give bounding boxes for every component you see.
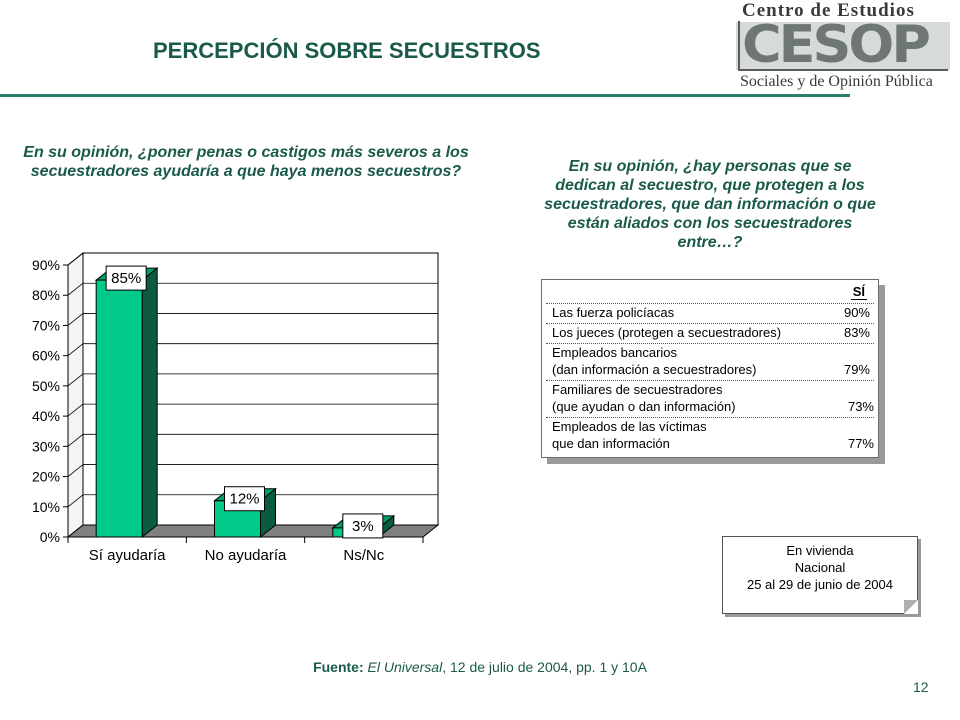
data-label: 3%: [352, 518, 374, 535]
data-label: 85%: [111, 270, 141, 287]
table-row-value: 79%: [843, 362, 870, 377]
table-header-label: SÍ: [850, 284, 867, 300]
right-question: En su opinión, ¿hay personas que se dedi…: [544, 158, 876, 251]
table-row: Empleados de las víctimas que dan inform…: [546, 417, 874, 454]
table-row-value: 90%: [843, 305, 870, 320]
gridline-side: [67, 434, 84, 447]
gridline-side: [67, 252, 84, 266]
y-tick-label: 30%: [32, 438, 60, 454]
left-question: En su opinión, ¿poner penas o castigos m…: [23, 144, 469, 180]
x-tick-label: Ns/Nc: [343, 547, 384, 564]
title-divider: [0, 94, 850, 97]
source-line: Fuente: El Universal, 12 de julio de 200…: [0, 659, 960, 675]
y-tick-label: 20%: [32, 469, 60, 485]
y-tick-label: 10%: [32, 499, 60, 515]
data-label-box: [342, 513, 384, 539]
bar-chart: 0% 10% 20% 30% 40% 50% 60% 70% 80% 90% 85% Sí ayuda…: [32, 251, 440, 564]
source-details: , 12 de julio de 2004, pp. 1 y 10A: [442, 659, 647, 675]
y-tick-label: 90%: [32, 257, 60, 273]
table-row-label: Empleados bancarios (dan información a s…: [552, 345, 757, 377]
survey-note: En vivienda Nacional 25 al 29 de junio d…: [722, 536, 918, 614]
data-label-box: [224, 486, 265, 512]
gridline-side: [67, 464, 84, 477]
note-line-3: 25 al 29 de junio de 2004: [746, 577, 893, 592]
table-row: Familiares de secuestradores (que ayudan…: [546, 380, 874, 417]
table-row-label: Empleados de las víctimas que dan inform…: [552, 419, 707, 451]
table-row: Las fuerza policíacas 90%: [546, 303, 874, 323]
gridline-side: [67, 403, 84, 417]
table-row-value: 73%: [847, 399, 874, 414]
data-label-box: [105, 265, 147, 291]
gridline-side: [67, 494, 84, 508]
bar: [95, 279, 143, 538]
gridline-side: [67, 373, 84, 387]
gridline-side: [67, 343, 84, 356]
note-line-1: En vivienda: [786, 543, 854, 558]
responses-table: SÍ Las fuerza policíacas 90% Los jueces (p…: [541, 279, 879, 458]
gridline-side: [67, 313, 84, 326]
y-tick-label: 40%: [32, 408, 60, 424]
x-tick-label: Sí ayudaría: [89, 547, 166, 564]
logo-frame: [738, 21, 948, 71]
bar-side: [141, 267, 158, 539]
table-row: Los jueces (protegen a secuestradores) 83…: [546, 323, 874, 343]
y-tick-label: 80%: [32, 287, 60, 303]
x-tick-label: No ayudaría: [205, 547, 287, 564]
y-tick-label: 0%: [40, 529, 60, 545]
source-publication: El Universal: [367, 659, 443, 675]
table-header: SÍ: [542, 284, 867, 300]
cesop-logo: Centro de Estudios CESOP Sociales y de O…: [736, 0, 958, 96]
note-line-2: Nacional: [794, 560, 846, 575]
table-row-label: Las fuerza policíacas: [552, 305, 675, 320]
table-row-label: Familiares de secuestradores (que ayudan…: [552, 382, 736, 414]
chart-side-wall: [67, 251, 84, 539]
table-row-value: 77%: [847, 436, 874, 451]
page-number: 12: [913, 679, 929, 695]
source-label: Fuente:: [313, 659, 364, 675]
table-row-value: 83%: [843, 325, 870, 340]
data-label: 12%: [229, 491, 259, 508]
y-tick-label: 50%: [32, 378, 60, 394]
logo-bottom-text: Sociales y de Opinión Pública: [740, 73, 933, 90]
logo-mark: CESOP: [742, 14, 931, 75]
page-title: PERCEPCIÓN SOBRE SECUESTROS: [153, 38, 541, 63]
y-tick-label: 70%: [32, 317, 60, 333]
table-row: Empleados bancarios (dan información a s…: [546, 343, 874, 380]
gridline-side: [67, 282, 84, 296]
note-fold: [904, 600, 918, 614]
y-tick-label: 60%: [32, 348, 60, 364]
logo-band: [736, 22, 950, 70]
table-row-label: Los jueces (protegen a secuestradores): [552, 325, 782, 340]
logo-top-text: Centro de Estudios: [742, 0, 915, 21]
